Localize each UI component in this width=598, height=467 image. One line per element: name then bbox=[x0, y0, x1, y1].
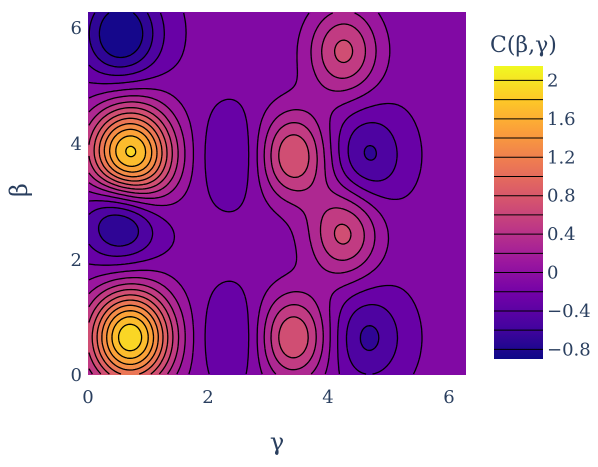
colorbar-ticks: 2 1.6 1.2 0.8 0.4 0 −0.4 −0.8 bbox=[547, 70, 591, 360]
colorbar-tick-label: 0 bbox=[547, 263, 558, 284]
contour-lines bbox=[88, 12, 423, 375]
colorbar-gradient bbox=[494, 66, 543, 359]
contour-line bbox=[88, 12, 391, 375]
contour-line bbox=[91, 112, 169, 375]
plot-area bbox=[88, 12, 466, 375]
colorbar-tick-label: 0.8 bbox=[547, 186, 576, 207]
y-axis-ticks: 0 2 4 6 bbox=[71, 18, 82, 386]
contour-line bbox=[88, 23, 367, 375]
contour-line bbox=[88, 39, 354, 375]
x-axis-title: γ bbox=[270, 428, 284, 456]
colorbar-tick-label: 1.2 bbox=[547, 147, 576, 168]
colorbar-tick-label: 1.6 bbox=[547, 109, 576, 130]
colorbar-tick-label: 0.4 bbox=[547, 224, 576, 245]
y-tick-label: 0 bbox=[71, 365, 82, 386]
colorbar-level-lines bbox=[494, 79, 543, 350]
contour-line bbox=[106, 128, 155, 366]
x-tick-label: 2 bbox=[202, 387, 213, 408]
x-axis-ticks: 0 2 4 6 bbox=[82, 387, 454, 408]
x-tick-label: 4 bbox=[322, 387, 333, 408]
contour-line bbox=[111, 135, 149, 359]
colorbar-tick-label: −0.4 bbox=[547, 301, 591, 322]
y-tick-label: 2 bbox=[71, 250, 82, 271]
x-tick-label: 0 bbox=[82, 387, 93, 408]
colorbar-tick-label: −0.8 bbox=[547, 339, 591, 360]
x-tick-label: 6 bbox=[443, 387, 454, 408]
y-tick-label: 6 bbox=[71, 18, 82, 39]
colorbar-title: C(β,γ) bbox=[490, 33, 557, 58]
contour-line bbox=[101, 123, 159, 371]
contour-line bbox=[88, 12, 377, 375]
contour-line bbox=[117, 145, 143, 352]
contour-line bbox=[88, 12, 380, 352]
contour-line bbox=[88, 12, 423, 375]
colorbar-tick-label: 2 bbox=[547, 70, 558, 91]
colorbar: C(β,γ) 2 1.6 1.2 0.8 0.4 0 −0.4 −0.8 bbox=[490, 33, 591, 360]
y-axis-title: β bbox=[5, 183, 33, 197]
contour-line bbox=[98, 12, 144, 59]
contour-line bbox=[96, 117, 164, 375]
contour-line bbox=[88, 12, 399, 375]
y-tick-label: 4 bbox=[71, 134, 82, 155]
